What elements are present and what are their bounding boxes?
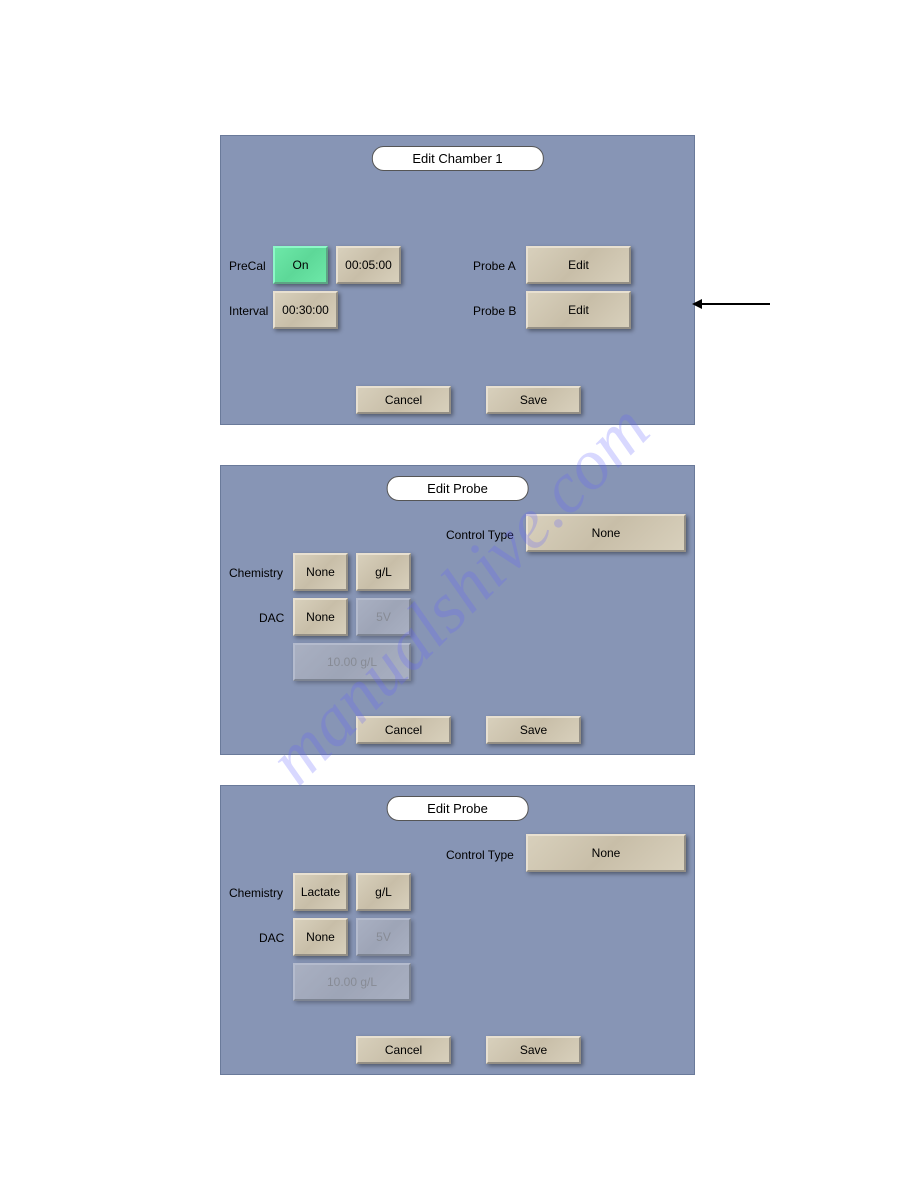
dac-label: DAC bbox=[259, 611, 284, 625]
dac-value-button[interactable]: None bbox=[293, 918, 348, 956]
control-type-button[interactable]: None bbox=[526, 514, 686, 552]
dac-value-button[interactable]: None bbox=[293, 598, 348, 636]
probe-a-edit-button[interactable]: Edit bbox=[526, 246, 631, 284]
precal-time-button[interactable]: 00:05:00 bbox=[336, 246, 401, 284]
precal-on-button[interactable]: On bbox=[273, 246, 328, 284]
control-type-label: Control Type bbox=[446, 528, 514, 542]
edit-chamber-panel: Edit Chamber 1 PreCal On 00:05:00 Interv… bbox=[220, 135, 695, 425]
edit-probe-panel-2: Edit Probe Control Type None Chemistry L… bbox=[220, 785, 695, 1075]
chemistry-value-button[interactable]: None bbox=[293, 553, 348, 591]
cancel-button[interactable]: Cancel bbox=[356, 716, 451, 744]
pointer-arrow bbox=[700, 303, 770, 305]
chemistry-unit-button[interactable]: g/L bbox=[356, 553, 411, 591]
control-type-button[interactable]: None bbox=[526, 834, 686, 872]
interval-time-button[interactable]: 00:30:00 bbox=[273, 291, 338, 329]
probe-b-edit-button[interactable]: Edit bbox=[526, 291, 631, 329]
dac-conc-button: 10.00 g/L bbox=[293, 643, 411, 681]
panel-title: Edit Probe bbox=[386, 476, 529, 501]
save-button[interactable]: Save bbox=[486, 1036, 581, 1064]
panel-title: Edit Probe bbox=[386, 796, 529, 821]
chemistry-label: Chemistry bbox=[229, 566, 283, 580]
cancel-button[interactable]: Cancel bbox=[356, 1036, 451, 1064]
probe-b-label: Probe B bbox=[473, 304, 516, 318]
dac-volt-button: 5V bbox=[356, 598, 411, 636]
save-button[interactable]: Save bbox=[486, 386, 581, 414]
precal-label: PreCal bbox=[229, 259, 266, 273]
chemistry-unit-button[interactable]: g/L bbox=[356, 873, 411, 911]
panel-title: Edit Chamber 1 bbox=[371, 146, 543, 171]
save-button[interactable]: Save bbox=[486, 716, 581, 744]
control-type-label: Control Type bbox=[446, 848, 514, 862]
probe-a-label: Probe A bbox=[473, 259, 516, 273]
dac-conc-button: 10.00 g/L bbox=[293, 963, 411, 1001]
dac-volt-button: 5V bbox=[356, 918, 411, 956]
interval-label: Interval bbox=[229, 304, 268, 318]
cancel-button[interactable]: Cancel bbox=[356, 386, 451, 414]
chemistry-label: Chemistry bbox=[229, 886, 283, 900]
dac-label: DAC bbox=[259, 931, 284, 945]
chemistry-value-button[interactable]: Lactate bbox=[293, 873, 348, 911]
edit-probe-panel-1: Edit Probe Control Type None Chemistry N… bbox=[220, 465, 695, 755]
